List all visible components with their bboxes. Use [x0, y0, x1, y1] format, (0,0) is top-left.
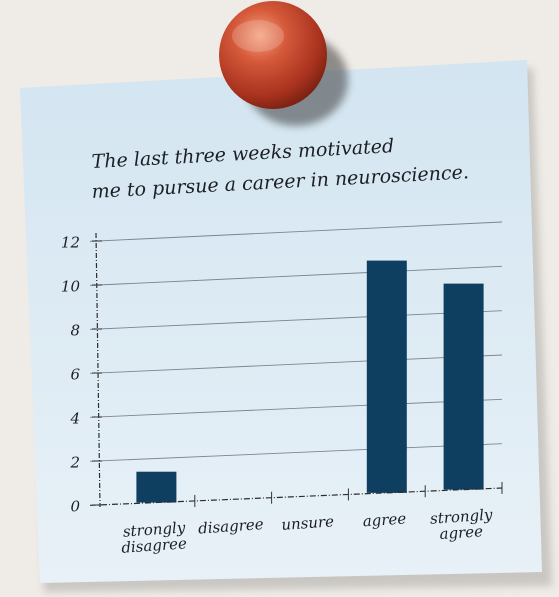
y-tick-label: 6: [70, 365, 80, 383]
y-axis-tick-labels: 0 2 4 6 8 10 12: [61, 233, 81, 515]
gridline: [89, 354, 503, 374]
x-tick-label: disagree: [121, 534, 188, 557]
bar: [443, 283, 484, 490]
x-axis-line: [89, 487, 503, 506]
chart-grid: [89, 221, 503, 462]
x-tick-label: unsure: [281, 512, 335, 534]
y-tick-label: 4: [69, 409, 80, 427]
gridline: [89, 221, 503, 242]
y-axis-line: [95, 232, 101, 508]
y-tick-label: 0: [70, 497, 80, 515]
note-paper: [20, 60, 542, 583]
chart-axes: [89, 232, 503, 508]
gridline: [89, 398, 503, 418]
x-tick-label: agree: [362, 509, 407, 530]
x-tick-label: strongly: [429, 505, 493, 527]
gridline: [89, 265, 503, 286]
gridline: [89, 443, 503, 462]
push-pin-icon: [219, 1, 327, 109]
y-tick-label: 8: [70, 321, 80, 339]
bar: [136, 471, 177, 503]
x-tick-label: disagree: [198, 515, 265, 538]
bar: [366, 260, 407, 493]
x-tick-label: agree: [439, 522, 484, 543]
chart-bars: [136, 260, 484, 503]
y-tick-label: 2: [69, 453, 80, 471]
gridline: [89, 310, 503, 330]
x-tick-label: strongly: [122, 518, 186, 540]
y-tick-label: 10: [61, 277, 81, 295]
y-tick-label: 12: [61, 233, 80, 251]
